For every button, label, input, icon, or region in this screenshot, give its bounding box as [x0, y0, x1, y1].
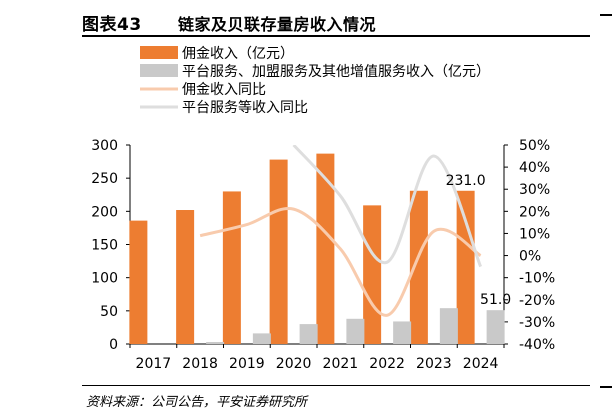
x-tick-label: 2021	[323, 356, 359, 372]
x-tick-label: 2017	[136, 356, 172, 372]
chart-data-labels: 231.0 51.0	[446, 173, 512, 308]
y-right-tick-label: -30%	[519, 315, 555, 331]
x-tick-label: 2024	[463, 356, 499, 372]
commission-bar	[363, 205, 382, 344]
legend-swatch-commission	[140, 46, 178, 59]
chart-axes: 0 50 100 150 200 250 300 -40% -30% -20% -10% 0% 10% 2…	[91, 138, 555, 372]
legend-label: 平台服务等收入同比	[182, 99, 308, 116]
y-right-tick-label: 40%	[519, 160, 550, 176]
x-tick-label: 2023	[416, 356, 452, 372]
commission-data-label: 231.0	[446, 173, 486, 189]
commission-yoy-line	[199, 206, 482, 317]
y-right-tick-label: 20%	[519, 204, 550, 220]
y-left-tick-label: 100	[91, 271, 118, 287]
commission-bar	[176, 210, 195, 344]
y-left-tick-label: 300	[91, 138, 118, 154]
commission-bar	[316, 153, 335, 344]
platform-yoy-line	[292, 145, 483, 268]
legend-label: 佣金收入（亿元）	[182, 46, 294, 62]
header-rule	[82, 35, 590, 37]
adjacent-panel-rule-bottom	[600, 386, 612, 388]
legend-label: 平台服务、加盟服务及其他增值服务收入（亿元）	[182, 64, 490, 80]
commission-bar	[269, 159, 288, 344]
legend-swatch-platform	[140, 64, 178, 77]
adjacent-panel-rule	[600, 14, 612, 16]
platform-bar	[439, 308, 458, 344]
legend-label: 佣金收入同比	[182, 82, 266, 98]
chart-bars	[129, 153, 505, 344]
y-right-tick-label: 50%	[519, 138, 550, 154]
commission-bar	[129, 220, 148, 344]
figure-title: 链家及贝联存量房收入情况	[178, 15, 377, 34]
y-left-tick-label: 250	[91, 171, 118, 187]
figure-header: 图表43 链家及贝联存量房收入情况	[82, 8, 590, 35]
y-left-tick-label: 0	[109, 337, 118, 353]
x-tick-label: 2022	[369, 356, 405, 372]
y-right-tick-label: 30%	[519, 182, 550, 198]
x-tick-label: 2019	[229, 356, 265, 372]
commission-bar	[409, 190, 428, 344]
chart-legend: 佣金收入（亿元） 平台服务、加盟服务及其他增值服务收入（亿元） 佣金收入同比平台服务…	[140, 46, 490, 116]
platform-bar	[393, 321, 412, 344]
commission-bar	[456, 190, 475, 344]
y-right-tick-label: 10%	[519, 226, 550, 242]
platform-bar	[252, 333, 271, 344]
y-left-tick-label: 150	[91, 238, 118, 254]
x-tick-label: 2020	[276, 356, 312, 372]
platform-bar	[206, 342, 225, 344]
source-note: 资料来源：公司公告，平安证券研究所	[86, 395, 308, 410]
y-right-tick-label: -40%	[519, 337, 555, 353]
y-right-tick-label: -10%	[519, 271, 555, 287]
y-right-tick-label: -20%	[519, 293, 555, 309]
footer-rule	[82, 385, 590, 386]
x-tick-label: 2018	[182, 356, 218, 372]
y-left-tick-label: 200	[91, 204, 118, 220]
commission-bar	[222, 191, 241, 344]
y-right-tick-label: 0%	[519, 249, 541, 265]
platform-bar	[299, 324, 318, 344]
platform-data-label: 51.0	[480, 292, 511, 308]
platform-bar	[346, 318, 365, 344]
platform-bar	[486, 310, 505, 344]
y-left-tick-label: 50	[100, 304, 118, 320]
figure-label: 图表43	[82, 15, 142, 35]
chart-lines	[199, 145, 483, 317]
